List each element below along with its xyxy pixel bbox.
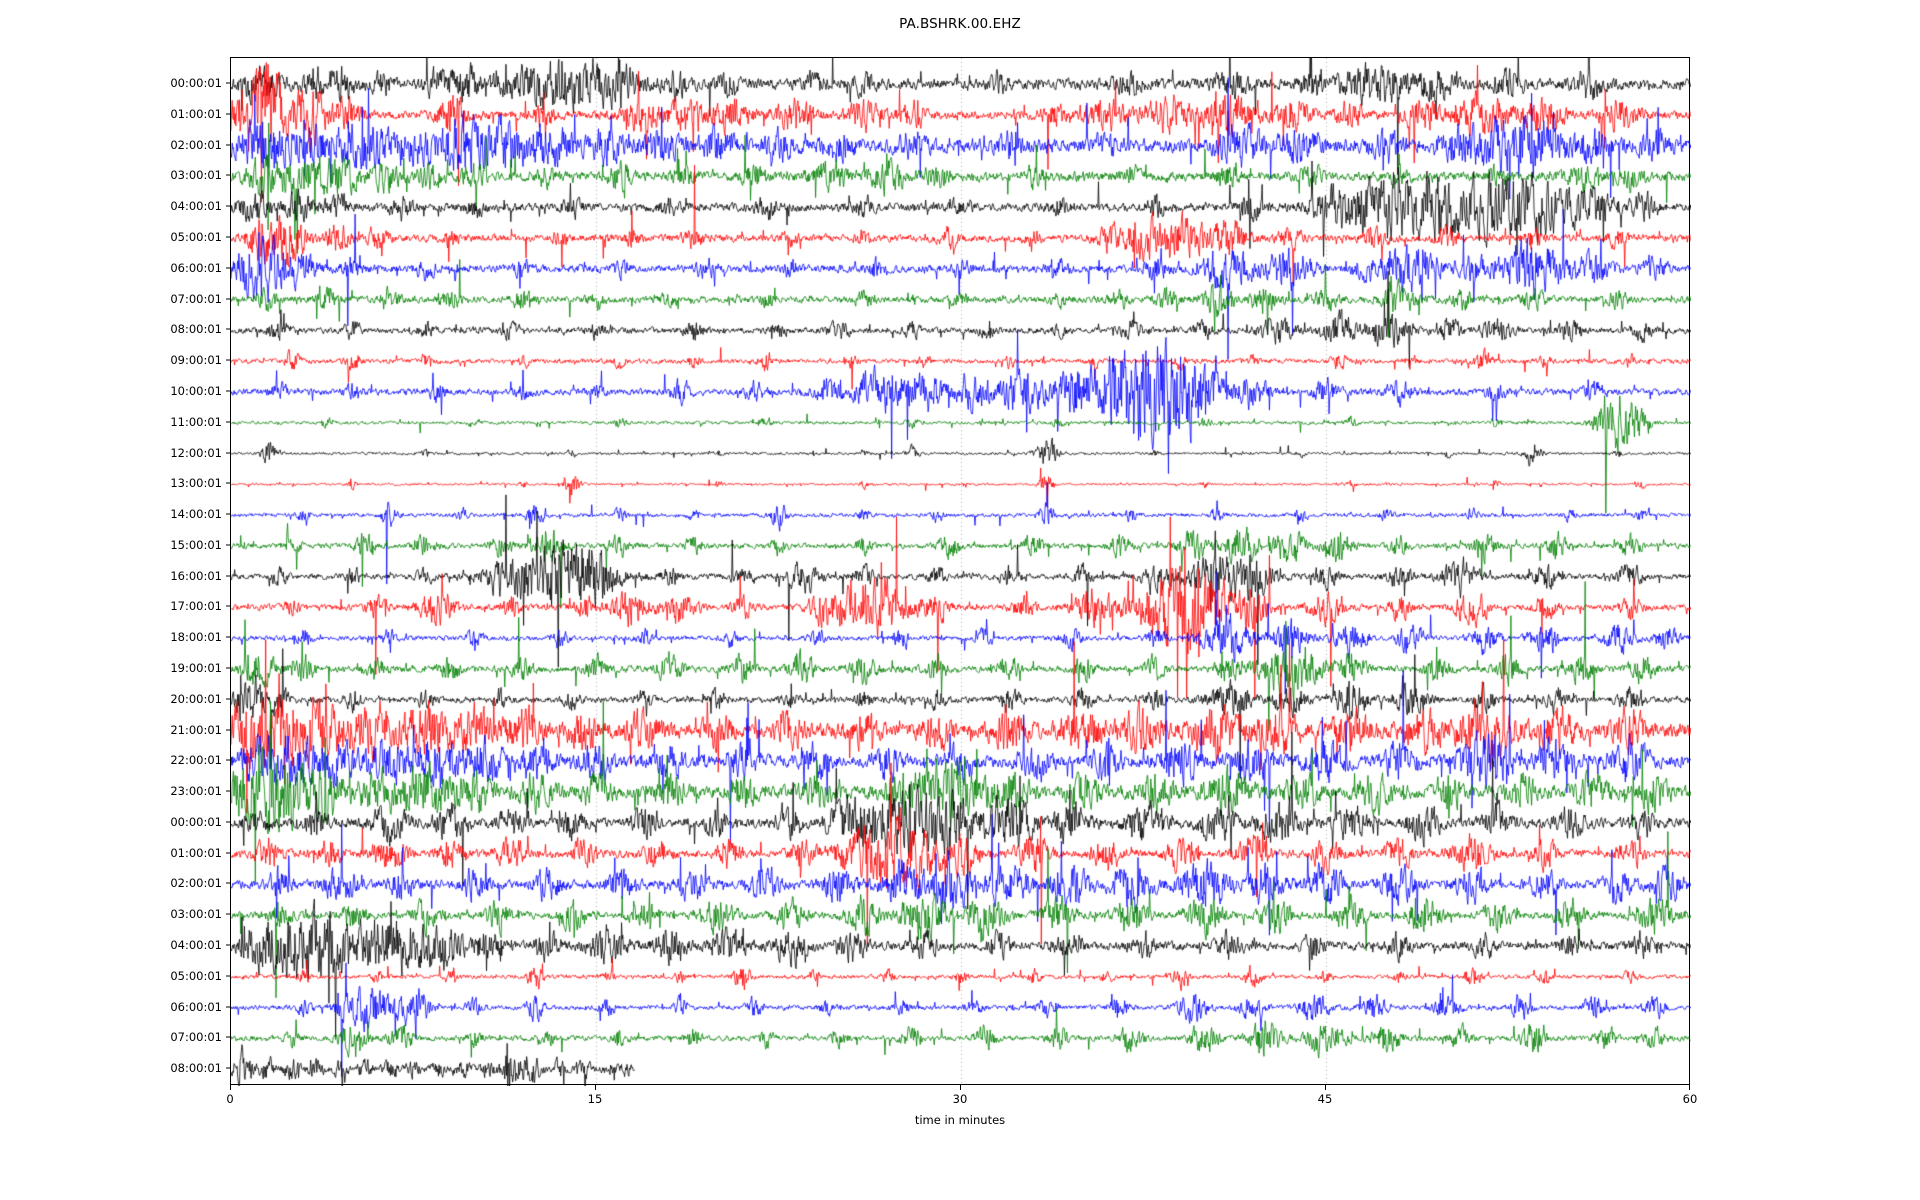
x-axis-tick-label: 15 [587, 1092, 603, 1106]
page-title: PA.BSHRK.00.EHZ [899, 16, 1021, 32]
y-axis-tick-mark [226, 298, 231, 300]
x-axis-tick-label: 45 [1317, 1092, 1333, 1106]
y-axis-tick-label: 00:00:01 [170, 76, 222, 91]
y-axis-tick-label: 06:00:01 [170, 260, 222, 275]
y-axis-tick-label: 16:00:01 [170, 568, 222, 583]
x-axis-tick-mark [595, 1085, 596, 1090]
y-axis-tick-mark [226, 390, 231, 392]
y-axis-tick-label: 05:00:01 [170, 230, 222, 245]
y-axis-tick-mark [226, 82, 231, 84]
y-axis-tick-mark [226, 113, 231, 115]
x-axis-label: time in minutes [914, 1113, 1006, 1127]
y-axis-tick-label: 18:00:01 [170, 630, 222, 645]
y-axis-tick-label: 05:00:01 [170, 968, 222, 983]
y-axis-tick-label: 00:00:01 [170, 814, 222, 829]
y-axis-tick-mark [226, 575, 231, 577]
y-axis-tick-mark [226, 759, 231, 761]
y-axis-tick-label: 09:00:01 [170, 353, 222, 368]
x-axis-tick-mark [1689, 1085, 1690, 1090]
y-axis-tick-mark [226, 667, 231, 669]
y-axis-tick-label: 01:00:01 [170, 845, 222, 860]
y-axis-tick-label: 04:00:01 [170, 199, 222, 214]
plot-axes [230, 57, 1691, 1086]
y-axis-tick-label: 02:00:01 [170, 137, 222, 152]
y-axis-tick-label: 15:00:01 [170, 537, 222, 552]
y-axis-tick-label: 08:00:01 [170, 1061, 222, 1076]
y-axis-tick-mark [226, 236, 231, 238]
y-axis-tick-mark [226, 1036, 231, 1038]
x-axis-tick-mark [1325, 1085, 1326, 1090]
y-axis-tick-mark [226, 821, 231, 823]
y-axis-tick-label: 04:00:01 [170, 937, 222, 952]
y-axis-tick-mark [226, 513, 231, 515]
y-axis-tick-label: 06:00:01 [170, 999, 222, 1014]
x-axis-tick-label: 0 [226, 1092, 234, 1106]
y-axis-tick-mark [226, 698, 231, 700]
y-axis-tick-mark [226, 852, 231, 854]
y-axis-tick-label: 20:00:01 [170, 691, 222, 706]
y-axis-tick-mark [226, 1006, 231, 1007]
y-axis-tick-label: 12:00:01 [170, 445, 222, 460]
y-axis-tick-mark [226, 636, 231, 638]
x-axis-tick-label: 60 [1682, 1092, 1698, 1106]
y-axis-tick-mark [226, 452, 231, 453]
y-axis-tick-label: 07:00:01 [170, 291, 222, 306]
y-axis-tick-label: 14:00:01 [170, 507, 222, 522]
y-axis-tick-label: 11:00:01 [170, 414, 222, 429]
y-axis-tick-mark [226, 913, 231, 915]
y-axis-tick-mark [226, 544, 231, 546]
y-axis-tick-label: 17:00:01 [170, 599, 222, 614]
seismic-trace-canvas [231, 58, 1691, 1086]
y-axis-tick-label: 22:00:01 [170, 753, 222, 768]
y-axis-tick-label: 23:00:01 [170, 784, 222, 799]
y-axis-tick-mark [226, 267, 231, 269]
y-axis-tick-mark [226, 605, 231, 607]
y-axis-tick-mark [226, 729, 231, 730]
y-axis-tick-label: 08:00:01 [170, 322, 222, 337]
x-axis-tick-mark [960, 1085, 961, 1090]
y-axis-tick-mark [226, 144, 231, 146]
y-axis-tick-label: 01:00:01 [170, 106, 222, 121]
y-axis-tick-mark [226, 882, 231, 884]
y-axis-tick-mark [226, 944, 231, 946]
y-axis-tick-label: 13:00:01 [170, 476, 222, 491]
y-axis-tick-label: 21:00:01 [170, 722, 222, 737]
y-axis-tick-label: 02:00:01 [170, 876, 222, 891]
y-axis-tick-mark [226, 328, 231, 330]
y-axis-tick-label: 10:00:01 [170, 383, 222, 398]
x-axis-tick-mark [230, 1085, 231, 1090]
y-axis-tick-label: 03:00:01 [170, 907, 222, 922]
x-axis-tick-label: 30 [952, 1092, 968, 1106]
y-axis-tick-mark [226, 790, 231, 792]
y-axis-tick-label: 07:00:01 [170, 1030, 222, 1045]
y-axis-tick-mark [226, 359, 231, 361]
y-axis-tick-mark [226, 482, 231, 484]
y-axis-tick-label: 03:00:01 [170, 168, 222, 183]
y-axis-tick-mark [226, 1067, 231, 1069]
y-axis-tick-label: 19:00:01 [170, 660, 222, 675]
y-axis-tick-mark [226, 174, 231, 176]
y-axis-tick-mark [226, 421, 231, 423]
y-axis-tick-mark [226, 975, 231, 977]
y-axis-tick-mark [226, 205, 231, 207]
